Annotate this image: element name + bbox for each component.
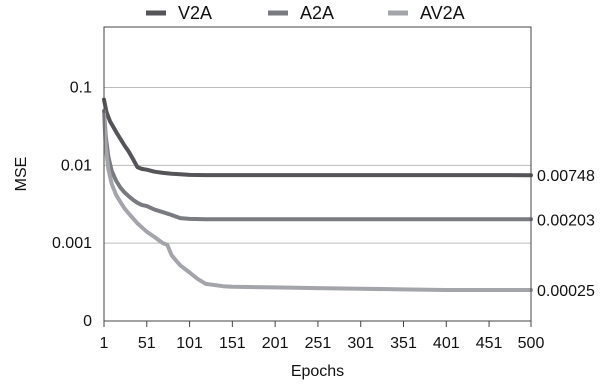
x-axis-title: Epochs [291,363,344,380]
x-tick-label-9: 451 [476,335,503,352]
y-axis-ticks: 0 0.001 0.01 0.1 [52,80,92,330]
x-tick-label-5: 251 [305,335,332,352]
x-tick-label-3: 151 [219,335,246,352]
y-axis-title: MSE [13,157,30,192]
x-tick-label-1: 51 [138,335,156,352]
series-line-v2a [102,97,533,178]
legend-label-a2a: A2A [300,3,334,23]
x-tick-label-4: 201 [262,335,289,352]
legend-label-v2a: V2A [178,3,212,23]
series-line-a2a [102,109,533,222]
y-tick-label-2: 0.01 [61,157,92,174]
grid-lines [104,87,531,244]
legend-label-av2a: AV2A [420,3,465,23]
series-end-labels: 0.00748 0.00203 0.00025 [537,168,595,300]
x-tick-label-6: 301 [347,335,374,352]
y-tick-label-1: 0.001 [52,235,92,252]
end-label-v2a: 0.00748 [537,168,595,185]
end-label-a2a: 0.00203 [537,212,595,229]
end-label-av2a: 0.00025 [537,283,595,300]
legend: V2A A2A AV2A [146,3,465,23]
y-tick-label-0: 0 [83,313,92,330]
x-tick-label-8: 401 [433,335,460,352]
series-lines [102,97,533,292]
x-tick-label-7: 351 [390,335,417,352]
x-tick-label-10: 500 [518,335,545,352]
x-tick-label-2: 101 [176,335,203,352]
x-axis-ticks: 1 51 101 151 201 251 301 351 401 451 500 [100,321,545,352]
y-tick-label-3: 0.1 [70,80,92,97]
x-tick-label-0: 1 [100,335,109,352]
series-line-av2a [102,112,533,292]
